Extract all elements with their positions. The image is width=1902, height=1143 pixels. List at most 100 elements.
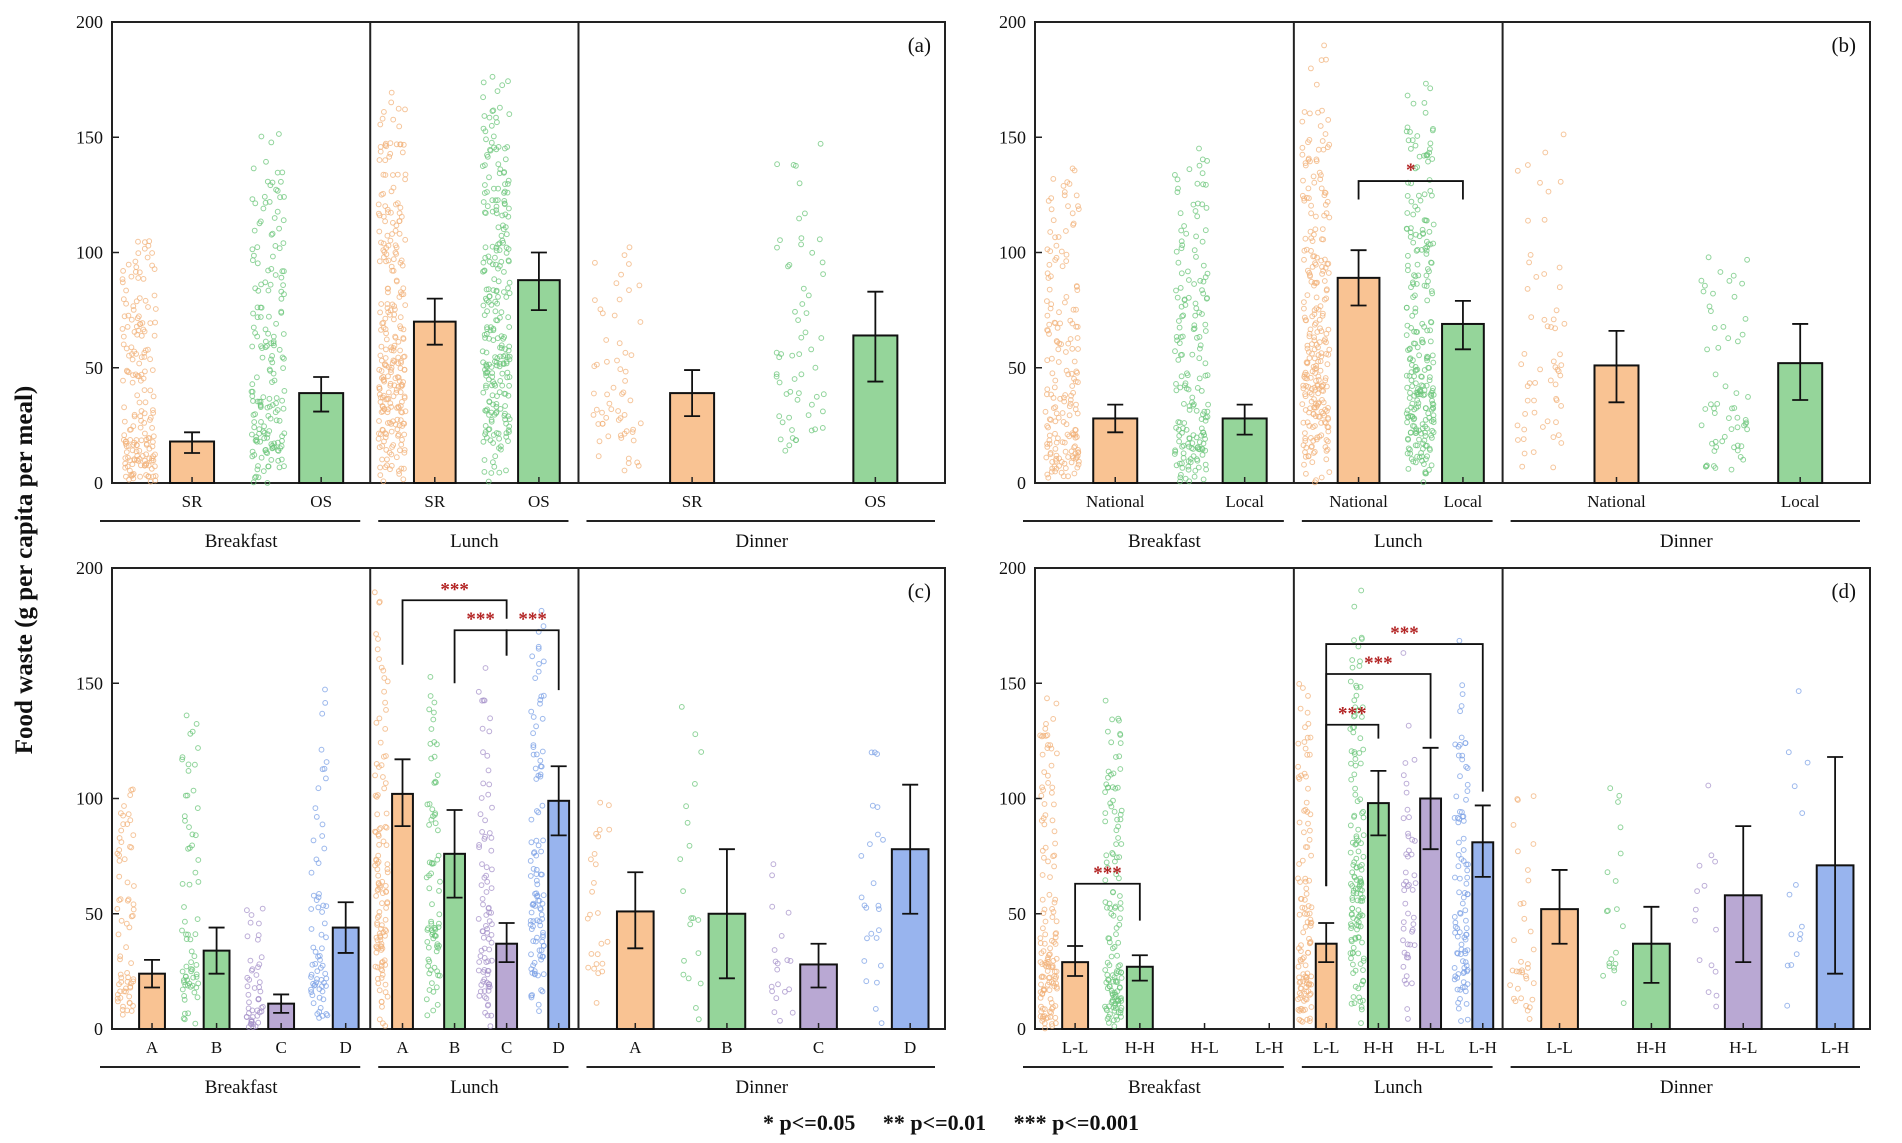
data-point bbox=[269, 445, 276, 452]
data-point bbox=[484, 926, 491, 932]
data-point bbox=[1304, 980, 1310, 987]
data-point bbox=[390, 357, 397, 364]
data-point bbox=[1177, 210, 1184, 217]
data-point bbox=[1299, 151, 1306, 158]
data-point bbox=[143, 451, 150, 458]
data-point bbox=[1066, 412, 1073, 419]
data-point bbox=[1420, 440, 1426, 447]
data-point bbox=[1047, 996, 1054, 1002]
data-point bbox=[1102, 877, 1109, 884]
data-point bbox=[1103, 1005, 1110, 1012]
data-point bbox=[485, 983, 492, 990]
data-point bbox=[124, 897, 131, 904]
data-point bbox=[376, 656, 383, 662]
data-point bbox=[192, 869, 199, 876]
data-point bbox=[1401, 887, 1408, 894]
data-point bbox=[1066, 403, 1073, 410]
data-point bbox=[193, 971, 200, 978]
data-point bbox=[1063, 251, 1070, 258]
data-point bbox=[1325, 270, 1332, 276]
data-point bbox=[1606, 963, 1613, 970]
data-point bbox=[483, 384, 489, 391]
data-point bbox=[264, 431, 271, 438]
data-point bbox=[1461, 890, 1468, 896]
data-point bbox=[268, 231, 275, 238]
data-point bbox=[1408, 225, 1414, 232]
data-point bbox=[124, 970, 130, 976]
data-point bbox=[1326, 141, 1333, 148]
data-point bbox=[1526, 1016, 1533, 1022]
data-point bbox=[785, 909, 792, 916]
raw-points bbox=[114, 786, 137, 1018]
data-point bbox=[1305, 155, 1312, 162]
data-point bbox=[131, 883, 137, 889]
data-point bbox=[1040, 787, 1046, 793]
y-tick-label: 200 bbox=[76, 558, 103, 578]
data-point bbox=[379, 959, 385, 966]
data-point bbox=[680, 971, 687, 978]
data-point bbox=[1112, 858, 1118, 865]
data-point bbox=[540, 837, 546, 844]
data-point bbox=[493, 287, 500, 294]
data-point bbox=[482, 833, 489, 840]
data-point bbox=[1172, 447, 1178, 454]
data-point bbox=[588, 856, 594, 863]
data-point bbox=[1302, 391, 1308, 398]
data-point bbox=[152, 306, 159, 312]
data-point bbox=[1530, 946, 1537, 953]
data-point bbox=[1186, 478, 1193, 485]
data-point bbox=[1040, 815, 1047, 822]
data-point bbox=[481, 469, 488, 475]
data-point bbox=[1117, 915, 1123, 922]
data-point bbox=[475, 916, 482, 922]
data-point bbox=[130, 475, 137, 482]
data-point bbox=[1175, 259, 1182, 266]
data-point bbox=[1323, 448, 1330, 454]
data-point bbox=[1302, 369, 1309, 376]
data-point bbox=[1421, 191, 1428, 198]
data-point bbox=[1039, 847, 1046, 854]
data-point bbox=[1318, 328, 1325, 335]
data-point bbox=[1427, 146, 1433, 153]
data-point bbox=[276, 464, 283, 471]
data-point bbox=[1463, 861, 1470, 868]
raw-points bbox=[1600, 785, 1627, 1006]
data-point bbox=[1425, 410, 1432, 417]
data-point bbox=[116, 835, 123, 841]
data-point bbox=[1547, 377, 1554, 384]
data-point bbox=[1067, 400, 1074, 407]
data-point bbox=[771, 1009, 778, 1016]
data-point bbox=[528, 966, 535, 972]
data-point bbox=[1459, 691, 1466, 697]
data-point bbox=[538, 848, 544, 855]
data-point bbox=[1355, 848, 1362, 855]
data-point bbox=[319, 988, 326, 995]
data-point bbox=[258, 419, 264, 425]
data-point bbox=[1053, 242, 1060, 249]
data-point bbox=[116, 857, 123, 864]
x-category-label: H-L bbox=[1729, 1038, 1757, 1057]
data-point bbox=[1424, 297, 1431, 304]
data-point bbox=[1404, 226, 1410, 232]
data-point bbox=[1560, 131, 1567, 138]
data-point bbox=[137, 473, 144, 480]
data-point bbox=[126, 427, 133, 433]
data-point bbox=[630, 437, 637, 444]
data-point bbox=[1103, 859, 1110, 866]
data-point bbox=[863, 978, 870, 985]
data-point bbox=[480, 268, 486, 275]
data-point bbox=[483, 349, 490, 356]
data-point bbox=[776, 379, 783, 386]
data-point bbox=[256, 398, 263, 405]
data-point bbox=[1062, 392, 1069, 398]
data-point bbox=[1615, 799, 1621, 805]
data-point bbox=[388, 347, 395, 354]
data-point bbox=[1118, 807, 1125, 814]
data-point bbox=[1068, 448, 1075, 455]
data-point bbox=[1039, 784, 1045, 791]
data-point bbox=[1069, 210, 1076, 217]
data-point bbox=[496, 363, 503, 370]
data-point bbox=[1046, 432, 1053, 439]
data-point bbox=[149, 425, 156, 431]
